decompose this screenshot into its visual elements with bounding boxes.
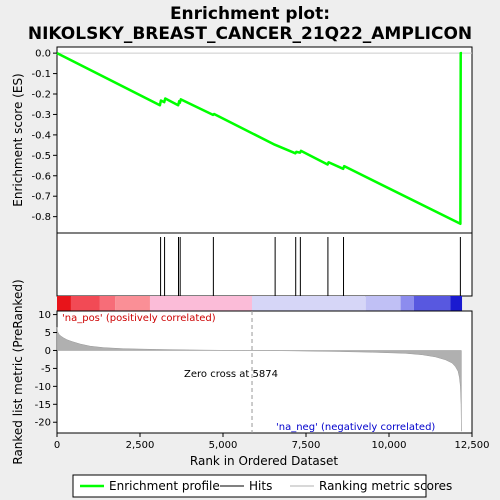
x-tick-label: 10,000 bbox=[372, 440, 407, 451]
heat-segment bbox=[365, 296, 401, 311]
metric-y-axis: 10 5 0 -5 -10 -15 -20 bbox=[35, 310, 57, 429]
x-tick-label: 2,500 bbox=[126, 440, 155, 451]
es-y-tick-label: 0.0 bbox=[35, 49, 51, 60]
legend-label: Ranking metric scores bbox=[319, 479, 452, 493]
chart-title-line1: Enrichment plot: bbox=[170, 4, 330, 24]
heat-segment bbox=[252, 296, 366, 311]
es-y-tick-label: -0.6 bbox=[31, 171, 51, 182]
es-y-tick-label: -0.3 bbox=[31, 110, 51, 121]
es-y-tick-label: -0.4 bbox=[31, 130, 51, 141]
neg-correlated-label: 'na_neg' (negatively correlated) bbox=[276, 422, 435, 433]
heat-segment bbox=[450, 296, 463, 311]
hits-panel bbox=[56, 232, 473, 297]
legend-label: Hits bbox=[249, 479, 272, 493]
heat-segment bbox=[99, 296, 116, 311]
metric-y-label: Ranked list metric (PreRanked) bbox=[11, 279, 25, 464]
legend bbox=[72, 474, 427, 498]
x-tick-label: 5,000 bbox=[209, 440, 238, 451]
metric-y-tick-label: 5 bbox=[45, 328, 51, 339]
metric-panel bbox=[56, 310, 473, 434]
x-axis-label: Rank in Ordered Dataset bbox=[190, 454, 338, 468]
es-y-tick-label: -0.8 bbox=[31, 212, 51, 223]
heat-segment bbox=[149, 296, 253, 311]
enrichment-profile bbox=[56, 51, 463, 226]
metric-y-tick-label: 0 bbox=[45, 346, 51, 357]
enrichment-profile-line bbox=[56, 51, 463, 226]
metric-y-tick-label: -5 bbox=[41, 364, 51, 375]
x-axis: 0 2,500 5,000 7,500 10,000 12,500 bbox=[54, 433, 490, 451]
ranking-heat-bar bbox=[57, 296, 463, 311]
metric-y-tick-label: 10 bbox=[38, 310, 51, 321]
hits-marks bbox=[160, 237, 461, 296]
pos-correlated-label: 'na_pos' (positively correlated) bbox=[62, 313, 216, 324]
legend-label: Enrichment profile bbox=[109, 479, 220, 493]
es-y-label: Enrichment score (ES) bbox=[11, 73, 25, 206]
heat-segment bbox=[70, 296, 100, 311]
zero-cross-label: Zero cross at 5874 bbox=[184, 369, 278, 380]
x-tick-label: 0 bbox=[54, 440, 60, 451]
es-y-tick-label: -0.5 bbox=[31, 151, 51, 162]
heat-segment bbox=[57, 296, 71, 311]
metric-y-tick-label: -15 bbox=[35, 400, 51, 411]
es-y-axis: 0.0 -0.1 -0.2 -0.3 -0.4 -0.5 -0.6 -0.7 -0.8 bbox=[31, 49, 57, 223]
ranking-metric-fill bbox=[56, 327, 462, 432]
es-y-tick-label: -0.2 bbox=[31, 90, 51, 101]
heat-segment bbox=[115, 296, 150, 311]
metric-y-tick-label: -10 bbox=[35, 382, 51, 393]
heat-segment bbox=[413, 296, 451, 311]
es-y-tick-label: -0.7 bbox=[31, 192, 51, 203]
heat-segment bbox=[400, 296, 414, 311]
ranking-metric-area bbox=[56, 327, 462, 432]
x-tick-label: 7,500 bbox=[292, 440, 321, 451]
chart-title-line2: NIKOLSKY_BREAST_CANCER_21Q22_AMPLICON bbox=[28, 24, 472, 44]
x-tick-label: 12,500 bbox=[455, 440, 490, 451]
es-y-tick-label: -0.1 bbox=[31, 69, 51, 80]
metric-y-tick-label: -20 bbox=[35, 418, 51, 429]
